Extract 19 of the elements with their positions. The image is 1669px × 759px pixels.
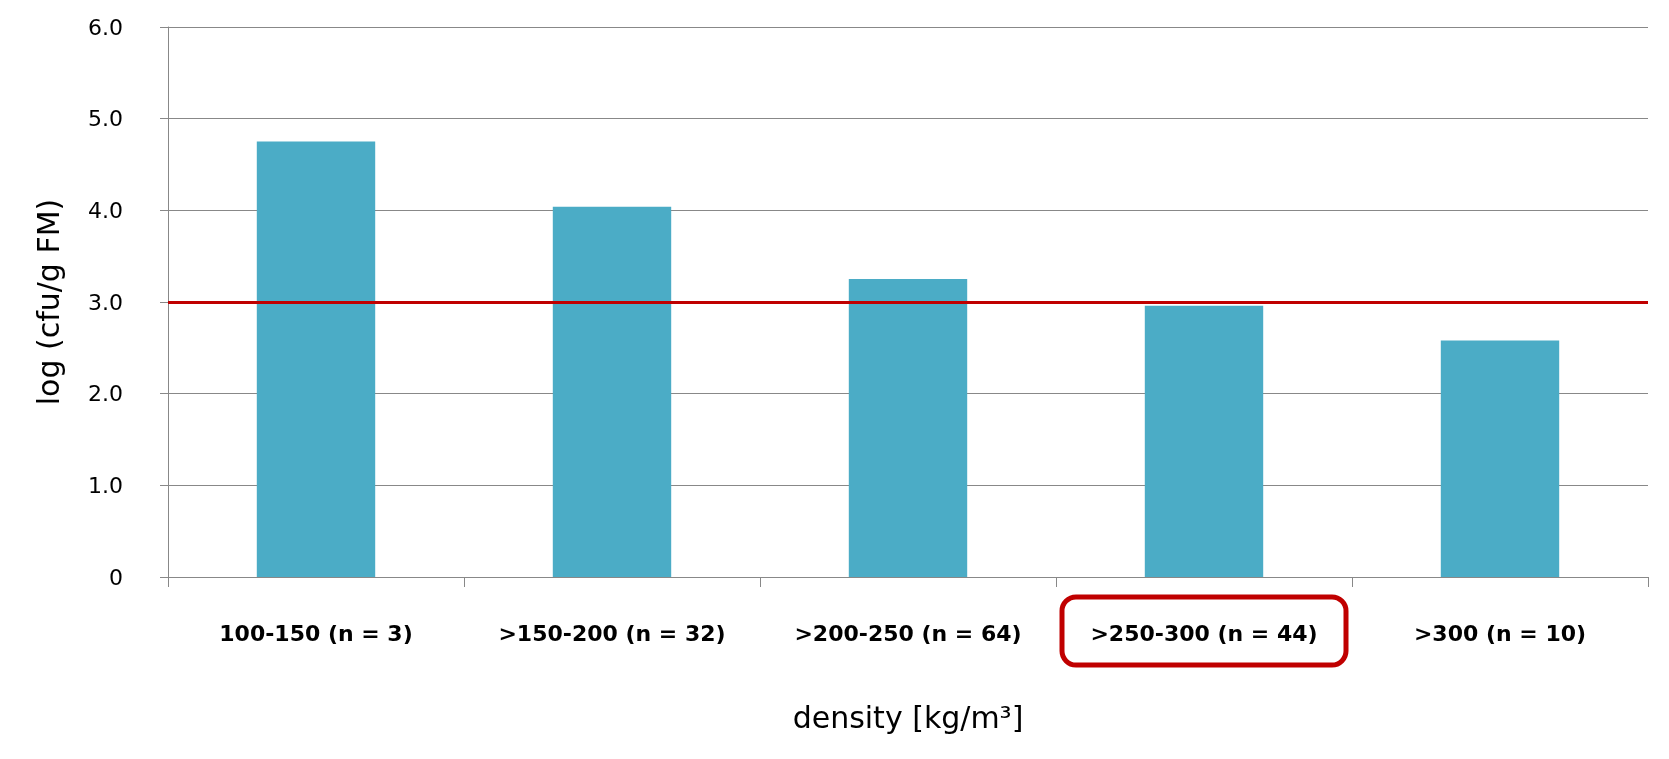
bar (1440, 340, 1560, 577)
bar (1144, 305, 1264, 577)
y-tick-label: 6.0 (88, 14, 123, 40)
x-tick-label: >150-200 (n = 32) (498, 620, 726, 646)
x-tick-label: >300 (n = 10) (1413, 620, 1587, 646)
y-tick-label: 5.0 (88, 106, 123, 132)
y-tick-label: 4.0 (88, 197, 123, 223)
x-axis-title: density [kg/m³] (792, 699, 1024, 735)
bar (552, 206, 672, 577)
y-tick-label: 3.0 (88, 289, 123, 315)
y-axis-title: log (cfu/g FM) (30, 198, 66, 406)
bar (848, 279, 968, 577)
y-tick-label: 2.0 (88, 381, 123, 407)
x-tick-label: 100-150 (n = 3) (219, 620, 413, 646)
x-tick-label: >200-250 (n = 64) (794, 620, 1022, 646)
bar (256, 141, 376, 577)
y-tick-label: 0 (109, 564, 123, 590)
y-tick-label: 1.0 (88, 472, 123, 498)
x-tick-label: >250-300 (n = 44) (1090, 620, 1318, 646)
